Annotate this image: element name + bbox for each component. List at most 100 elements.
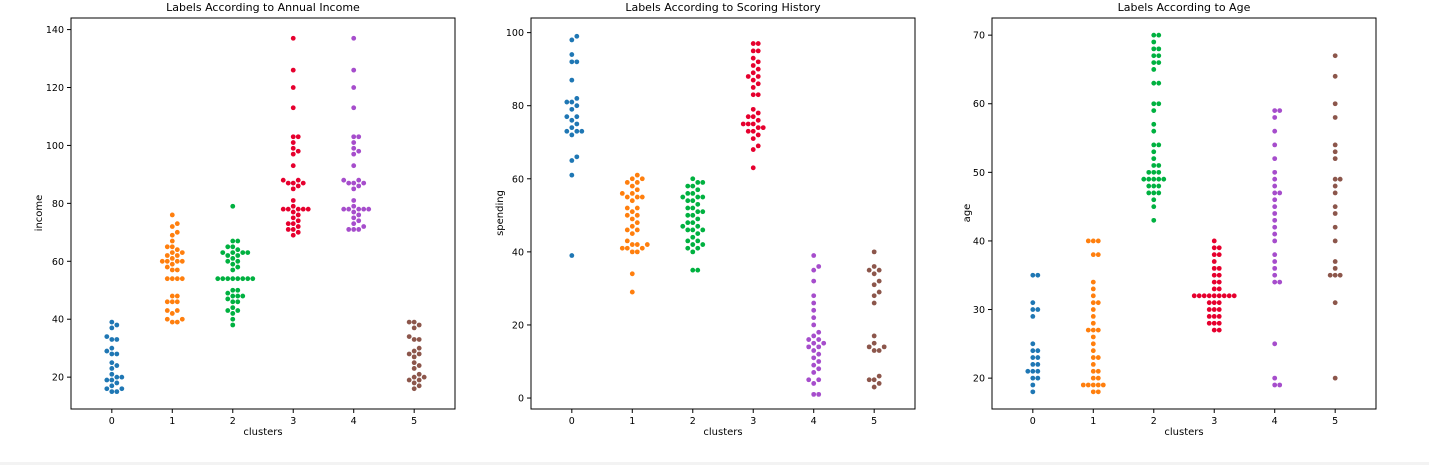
data-point — [569, 59, 575, 65]
data-point — [235, 247, 241, 253]
data-point — [755, 92, 761, 98]
data-point — [1206, 320, 1212, 326]
data-point — [1090, 238, 1096, 244]
data-point — [1035, 355, 1041, 360]
data-point — [1095, 300, 1101, 306]
data-point — [690, 267, 696, 273]
data-point — [639, 245, 645, 251]
data-point — [690, 234, 696, 240]
data-point — [416, 363, 422, 368]
data-point — [1272, 259, 1278, 264]
data-point — [806, 344, 812, 350]
data-point — [1272, 115, 1278, 120]
data-point — [169, 293, 175, 299]
marks — [104, 35, 427, 395]
data-point — [1337, 272, 1343, 278]
data-point — [1161, 176, 1167, 182]
data-point — [1030, 389, 1036, 395]
data-point — [1196, 293, 1202, 299]
data-point — [750, 165, 756, 171]
data-point — [164, 276, 170, 282]
data-point — [366, 206, 372, 212]
data-point — [685, 205, 691, 211]
data-point — [695, 194, 701, 200]
data-point — [356, 218, 362, 224]
x-tick-label: 0 — [1030, 416, 1036, 427]
data-point — [174, 276, 180, 282]
data-point — [235, 264, 241, 270]
data-point — [1216, 307, 1222, 312]
data-point — [811, 300, 817, 306]
data-point — [285, 227, 291, 232]
data-point — [225, 276, 231, 282]
data-point — [164, 299, 170, 305]
data-point — [290, 221, 296, 227]
chart-title: Labels According to Scoring History — [625, 1, 821, 14]
data-point — [406, 351, 412, 357]
data-point — [1206, 293, 1212, 299]
data-point — [225, 296, 231, 302]
data-point — [685, 227, 691, 233]
data-point — [755, 143, 761, 149]
data-point — [816, 264, 822, 269]
data-point — [235, 287, 241, 293]
data-point — [411, 354, 417, 360]
data-point — [1272, 183, 1278, 189]
x-tick-label: 3 — [1211, 416, 1217, 427]
data-point — [341, 206, 347, 212]
x-tick-label: 1 — [629, 416, 635, 427]
data-point — [225, 258, 231, 264]
data-point — [569, 132, 575, 138]
data-point — [1332, 101, 1338, 107]
data-point — [225, 308, 231, 313]
data-point — [1156, 60, 1162, 65]
data-point — [416, 345, 422, 351]
data-point — [169, 311, 175, 316]
data-point — [1151, 142, 1157, 148]
y-tick-label: 100 — [46, 141, 64, 152]
data-point — [411, 386, 417, 392]
data-point — [811, 322, 817, 328]
data-point — [361, 206, 367, 212]
x-tick-label: 3 — [290, 416, 296, 427]
data-point — [811, 315, 817, 321]
data-point — [1035, 368, 1041, 374]
data-point — [406, 334, 412, 339]
data-point — [881, 344, 887, 350]
data-point — [695, 209, 701, 215]
data-point — [816, 391, 822, 397]
data-point — [220, 250, 226, 256]
data-point — [295, 212, 301, 218]
data-point — [411, 348, 417, 354]
data-point — [1151, 67, 1157, 72]
data-point — [1221, 293, 1227, 299]
data-point — [240, 293, 246, 299]
data-point — [876, 373, 882, 379]
data-point — [1090, 375, 1096, 381]
data-point — [1216, 313, 1222, 319]
data-point — [169, 250, 175, 256]
data-point — [740, 121, 746, 127]
data-point — [1090, 252, 1096, 258]
data-point — [174, 253, 180, 258]
data-point — [1156, 163, 1162, 168]
data-point — [1095, 375, 1101, 381]
data-point — [1151, 156, 1157, 162]
data-point — [750, 121, 756, 127]
y-tick-label: 20 — [52, 373, 64, 384]
data-point — [114, 322, 120, 328]
data-point — [1156, 46, 1162, 52]
data-point — [685, 245, 691, 251]
data-point — [114, 351, 120, 357]
data-point — [816, 337, 822, 342]
data-point — [569, 106, 575, 112]
data-point — [411, 337, 417, 342]
data-point — [1090, 368, 1096, 374]
x-tick-label: 2 — [230, 416, 236, 427]
data-point — [346, 206, 352, 212]
data-point — [351, 180, 357, 186]
data-point — [109, 337, 115, 342]
data-point — [1151, 176, 1157, 182]
data-point — [750, 147, 756, 152]
data-point — [416, 371, 422, 377]
